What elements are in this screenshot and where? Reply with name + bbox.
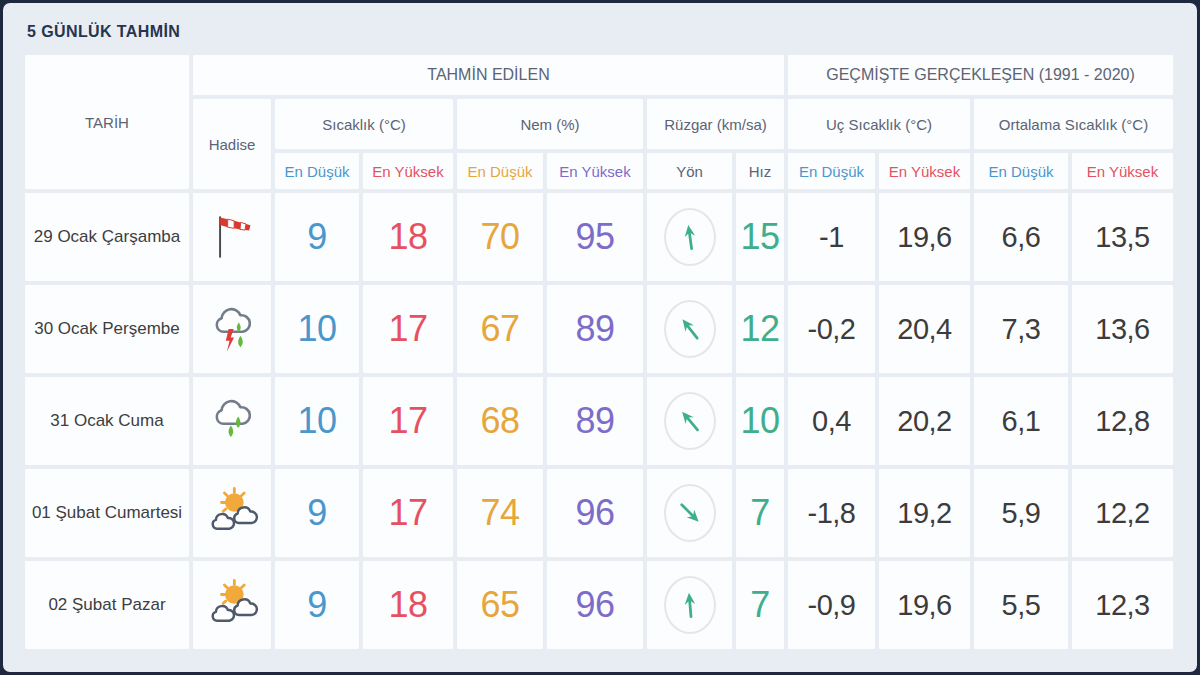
temp-max-cell: 17 [363,377,453,465]
temp-max-cell: 18 [363,193,453,281]
average-max-cell: 12,3 [1072,561,1173,649]
date-cell: 31 Ocak Cuma [25,377,189,465]
temp-min-cell: 10 [275,377,359,465]
temp-min-cell: 10 [275,285,359,373]
header-date: TARİH [25,55,189,189]
wind-direction-cell [647,561,732,649]
header-forecast-group: TAHMİN EDİLEN [193,55,784,95]
header-average-lowest: En Düşük [974,153,1068,189]
header-event: Hadise [193,99,271,189]
header-temp-lowest: En Düşük [275,153,359,189]
header-extreme-highest: En Yüksek [879,153,970,189]
extreme-max-cell: 19,2 [879,469,970,557]
forecast-panel: 5 GÜNLÜK TAHMİN TARİH TAHMİN EDİLEN GEÇM… [0,0,1200,675]
extreme-min-cell: -1,8 [788,469,875,557]
temp-max-cell: 18 [363,561,453,649]
partly-cloudy-icon [193,469,271,557]
rain-icon [193,377,271,465]
thunderstorm-icon [193,285,271,373]
date-cell: 29 Ocak Çarşamba [25,193,189,281]
extreme-min-cell: -0,9 [788,561,875,649]
page-title: 5 GÜNLÜK TAHMİN [27,23,1175,41]
wind-direction-cell [647,377,732,465]
forecast-table: TARİH TAHMİN EDİLEN GEÇMİŞTE GERÇEKLEŞEN… [25,55,1175,649]
temp-max-cell: 17 [363,469,453,557]
header-average-highest: En Yüksek [1072,153,1173,189]
header-historical-group: GEÇMİŞTE GERÇEKLEŞEN (1991 - 2020) [788,55,1173,95]
header-humidity: Nem (%) [457,99,643,149]
wind-speed-cell: 7 [736,469,784,557]
wind-direction-icon [664,208,716,266]
wind-direction-icon [664,300,716,358]
header-wind: Rüzgar (km/sa) [647,99,784,149]
humidity-min-cell: 70 [457,193,543,281]
average-max-cell: 12,8 [1072,377,1173,465]
date-cell: 30 Ocak Perşembe [25,285,189,373]
humidity-max-cell: 96 [547,469,643,557]
wind-speed-cell: 12 [736,285,784,373]
windsock-icon [193,193,271,281]
wind-direction-cell [647,285,732,373]
rain-icon [205,394,259,448]
wind-direction-cell [647,193,732,281]
extreme-max-cell: 19,6 [879,561,970,649]
header-wind-speed: Hız [736,153,784,189]
wind-speed-cell: 10 [736,377,784,465]
average-min-cell: 6,1 [974,377,1068,465]
average-min-cell: 5,9 [974,469,1068,557]
windsock-icon [206,211,258,263]
wind-speed-cell: 15 [736,193,784,281]
header-average-temp: Ortalama Sıcaklık (°C) [974,99,1173,149]
extreme-min-cell: -1 [788,193,875,281]
header-extreme-temp: Uç Sıcaklık (°C) [788,99,970,149]
header-temperature: Sıcaklık (°C) [275,99,453,149]
humidity-max-cell: 89 [547,377,643,465]
humidity-min-cell: 68 [457,377,543,465]
average-max-cell: 13,6 [1072,285,1173,373]
thunderstorm-icon [205,302,259,356]
humidity-max-cell: 89 [547,285,643,373]
header-humidity-lowest: En Düşük [457,153,543,189]
header-extreme-lowest: En Düşük [788,153,875,189]
average-max-cell: 12,2 [1072,469,1173,557]
wind-direction-cell [647,469,732,557]
date-cell: 01 Şubat Cumartesi [25,469,189,557]
extreme-max-cell: 19,6 [879,193,970,281]
average-max-cell: 13,5 [1072,193,1173,281]
header-humidity-highest: En Yüksek [547,153,643,189]
temp-min-cell: 9 [275,469,359,557]
humidity-min-cell: 65 [457,561,543,649]
partly-cloudy-icon [204,485,260,541]
average-min-cell: 7,3 [974,285,1068,373]
date-cell: 02 Şubat Pazar [25,561,189,649]
partly-cloudy-icon [204,577,260,633]
extreme-min-cell: 0,4 [788,377,875,465]
temp-min-cell: 9 [275,193,359,281]
humidity-max-cell: 95 [547,193,643,281]
humidity-min-cell: 74 [457,469,543,557]
extreme-max-cell: 20,2 [879,377,970,465]
average-min-cell: 5,5 [974,561,1068,649]
temp-max-cell: 17 [363,285,453,373]
extreme-max-cell: 20,4 [879,285,970,373]
extreme-min-cell: -0,2 [788,285,875,373]
wind-direction-icon [664,576,716,634]
temp-min-cell: 9 [275,561,359,649]
humidity-min-cell: 67 [457,285,543,373]
header-temp-highest: En Yüksek [363,153,453,189]
wind-direction-icon [664,484,716,542]
header-wind-direction: Yön [647,153,732,189]
humidity-max-cell: 96 [547,561,643,649]
average-min-cell: 6,6 [974,193,1068,281]
wind-direction-icon [664,392,716,450]
partly-cloudy-icon [193,561,271,649]
wind-speed-cell: 7 [736,561,784,649]
